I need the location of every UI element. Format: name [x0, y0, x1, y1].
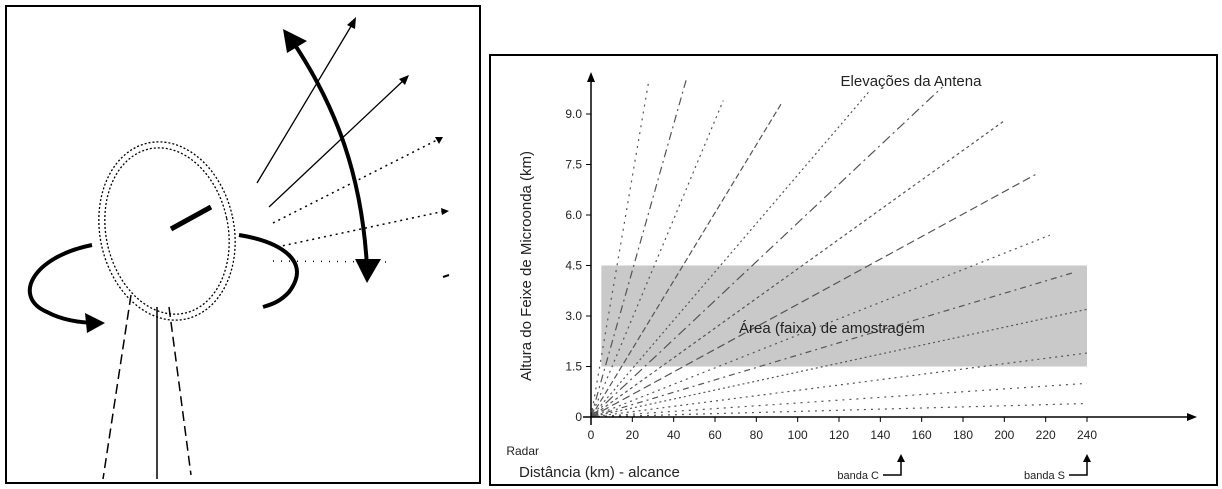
- beam-line: [590, 234, 1051, 418]
- x-tick-label: 40: [667, 428, 681, 442]
- elevation-arrowhead-bottom: [355, 259, 381, 283]
- x-tick-label: 180: [953, 428, 973, 442]
- beam-line: [590, 402, 1088, 418]
- x-tick-label: 0: [588, 428, 595, 442]
- y-tick-label: 1.5: [565, 360, 582, 374]
- x-tick-label: 140: [870, 428, 890, 442]
- beam-line: [590, 382, 1088, 418]
- azimuth-arrowhead: [85, 313, 105, 333]
- dish-inner: [104, 147, 230, 315]
- y-tick-label: 4.5: [565, 259, 582, 273]
- x-tick-label: 240: [1077, 428, 1097, 442]
- y-axis-label: Altura do Feixe de Microonda (km): [518, 151, 535, 381]
- beam-line: [590, 90, 871, 418]
- x-tick-label: 200: [994, 428, 1014, 442]
- elevation-arrowhead-top: [283, 29, 307, 53]
- beam-1: [256, 22, 354, 184]
- beam-line: [590, 86, 943, 418]
- azimuth-rotation-arrow-back: [238, 233, 299, 309]
- beam-line: [590, 120, 1005, 418]
- x-axis-arrowhead: [1187, 413, 1197, 421]
- beam-line: [590, 80, 650, 418]
- x-tick-label: 100: [788, 428, 808, 442]
- y-tick-label: 7.5: [565, 158, 582, 172]
- azimuth-rotation-arrow: [27, 243, 100, 325]
- beam-line: [590, 103, 782, 418]
- range-marker-arrowhead: [1083, 454, 1091, 462]
- radar-origin-label: Radar: [506, 444, 539, 458]
- range-marker-label: banda C: [837, 470, 879, 482]
- x-tick-label: 120: [829, 428, 849, 442]
- beam-height-chart: 0 20 40 60 80 100 120 140 160 180 200 220 240 0 1.5 3.0…: [506, 72, 1197, 482]
- antenna-mast-left: [102, 294, 132, 480]
- range-marker-arrow: [1069, 460, 1088, 476]
- x-tick-label: 60: [708, 428, 722, 442]
- sampling-band-label: Área (faixa) de amostragem: [739, 320, 925, 337]
- beam-line: [590, 80, 687, 418]
- chart-title: Elevações da Antena: [841, 73, 983, 90]
- range-marker-arrowhead: [897, 454, 905, 462]
- y-tick-label: 9.0: [565, 107, 582, 121]
- antenna-illustration-panel: [5, 5, 481, 484]
- antenna-mast-right: [168, 306, 192, 476]
- x-tick-label: 220: [1036, 428, 1056, 442]
- beam-height-chart-panel: 0 20 40 60 80 100 120 140 160 180 200 220 240 0 1.5 3.0…: [489, 54, 1218, 486]
- y-tick-label: 0: [575, 410, 582, 424]
- elevation-arrow: [289, 37, 369, 268]
- y-tick-label: 6.0: [565, 208, 582, 222]
- dish-feed: [169, 204, 213, 232]
- x-axis-label: Distância (km) - alcance: [519, 464, 680, 481]
- range-marker-label: banda S: [1024, 470, 1065, 482]
- y-tick-label: 3.0: [565, 309, 582, 323]
- antenna-illustration: [27, 17, 450, 480]
- y-axis-arrowhead: [587, 72, 595, 82]
- range-marker-arrow: [883, 460, 902, 476]
- beam-4: [276, 210, 446, 248]
- beam-line: [590, 100, 724, 418]
- beam-line: [590, 271, 1075, 418]
- dish-outer: [98, 141, 236, 321]
- sampling-band: [601, 265, 1087, 367]
- x-tick-label: 80: [750, 428, 764, 442]
- beam-line: [590, 174, 1036, 418]
- beam-3: [272, 138, 440, 224]
- x-tick-label: 160: [912, 428, 932, 442]
- x-tick-label: 20: [626, 428, 640, 442]
- beam-2: [268, 78, 406, 208]
